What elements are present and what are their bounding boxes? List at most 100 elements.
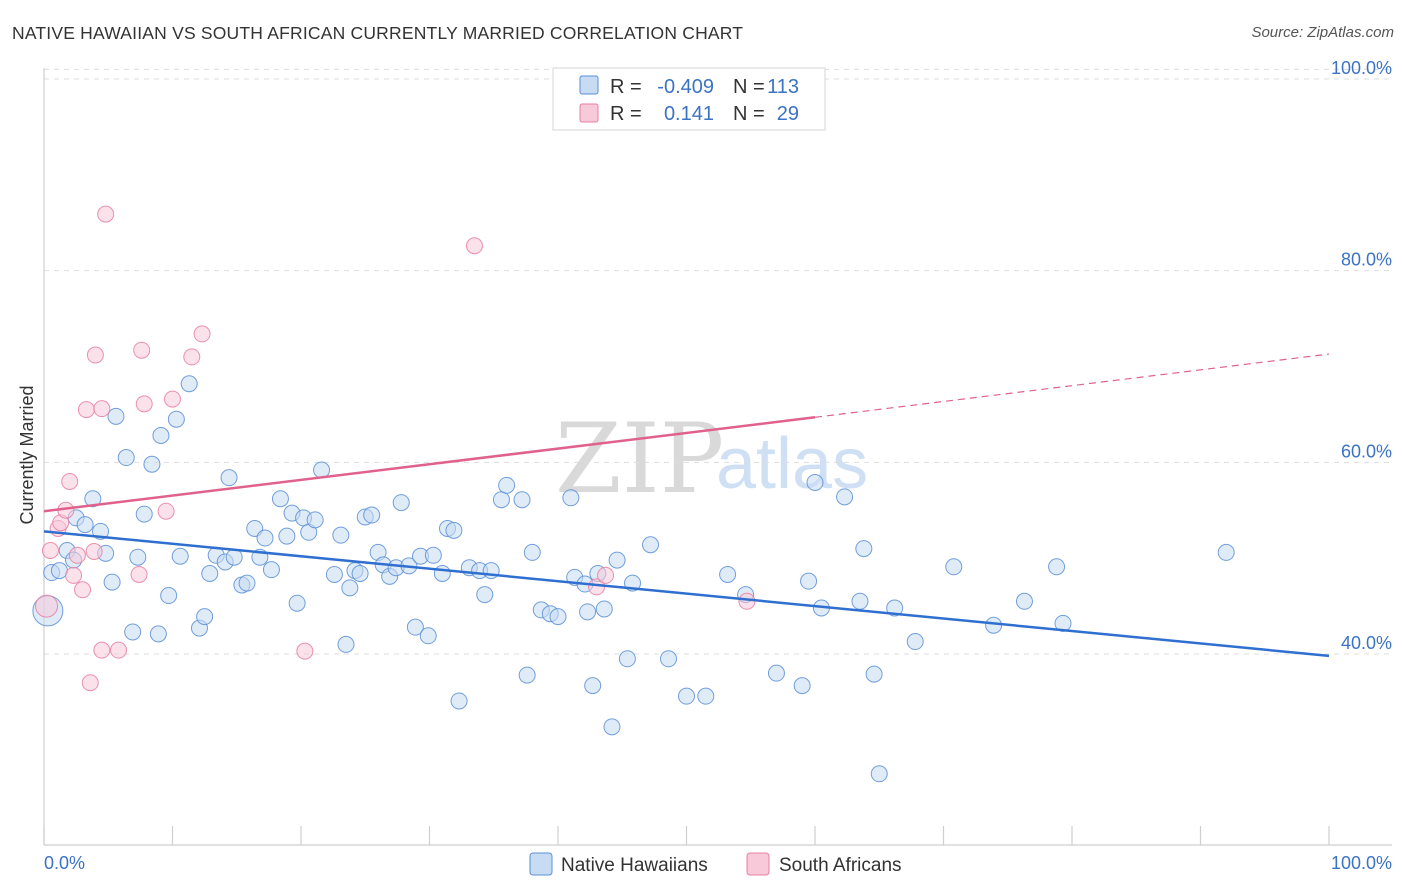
point-south-african <box>133 341 151 359</box>
point-native-hawaiian <box>351 565 369 582</box>
point-native-hawaiian <box>906 633 924 651</box>
point-south-african <box>93 641 111 659</box>
y-tick-label: 40.0% <box>1341 633 1392 653</box>
point-south-african <box>68 546 86 564</box>
point-native-hawaiian <box>238 574 256 592</box>
point-native-hawaiian <box>201 565 219 582</box>
point-native-hawaiian <box>325 565 343 583</box>
stats-legend: R = -0.409 N = 113 R = 0.141 N = 29 <box>552 67 826 131</box>
point-south-african <box>135 395 153 413</box>
point-native-hawaiian <box>160 587 178 605</box>
legend-r-value: 0.141 <box>664 103 714 125</box>
point-south-african <box>157 502 175 520</box>
x-axis-ticks <box>43 826 1330 845</box>
point-native-hawaiian <box>424 546 442 564</box>
point-south-african <box>74 581 92 599</box>
point-native-hawaiian <box>523 543 541 561</box>
point-native-hawaiian <box>433 565 451 582</box>
point-native-hawaiian <box>288 594 306 612</box>
point-south-african <box>110 641 128 659</box>
x-tick-label: 0.0% <box>44 853 85 873</box>
point-native-hawaiian <box>341 579 359 597</box>
trend-line-south-africans-extension <box>814 353 1330 418</box>
point-south-african <box>61 473 79 490</box>
y-axis-tick-labels: 40.0% 60.0% 80.0% 100.0% <box>1331 58 1392 653</box>
legend-n-value: 29 <box>777 103 799 125</box>
point-native-hawaiian <box>220 469 238 487</box>
point-native-hawaiian <box>180 375 198 393</box>
point-native-hawaiian <box>562 489 580 507</box>
point-south-african <box>164 390 181 408</box>
point-south-african <box>35 594 59 618</box>
series-legend: Native Hawaiians South Africans <box>529 852 902 876</box>
point-south-african <box>193 325 211 343</box>
point-native-hawaiian <box>406 618 424 636</box>
point-south-african <box>86 346 104 364</box>
y-tick-label: 60.0% <box>1341 441 1392 461</box>
watermark-zip: ZIP <box>555 403 724 515</box>
point-native-hawaiian <box>851 592 869 610</box>
point-south-african <box>130 565 148 583</box>
series-legend-label-native-hawaiians: Native Hawaiians <box>561 855 708 876</box>
point-native-hawaiian <box>332 526 350 544</box>
point-native-hawaiian <box>870 765 888 783</box>
point-native-hawaiian <box>476 586 494 604</box>
point-native-hawaiian <box>225 548 243 566</box>
point-native-hawaiian <box>117 449 135 467</box>
point-native-hawaiian <box>107 407 125 425</box>
point-native-hawaiian <box>149 625 167 643</box>
legend-r-label: R = <box>610 76 642 98</box>
y-tick-label: 80.0% <box>1341 250 1392 270</box>
point-native-hawaiian <box>196 608 214 626</box>
point-native-hawaiian <box>337 635 355 653</box>
point-native-hawaiian <box>513 491 531 509</box>
point-native-hawaiian <box>271 490 289 508</box>
legend-n-label: N = <box>733 76 765 98</box>
gridlines <box>44 68 1392 655</box>
point-native-hawaiian <box>129 548 147 566</box>
point-native-hawaiian <box>152 427 170 444</box>
point-native-hawaiian <box>595 600 613 618</box>
point-native-hawaiian <box>392 494 410 512</box>
point-native-hawaiian <box>945 558 963 576</box>
point-native-hawaiian <box>76 516 94 534</box>
trend-line-native-hawaiians <box>43 530 1330 658</box>
point-south-african <box>183 348 201 366</box>
point-native-hawaiian <box>806 473 824 491</box>
point-south-african <box>296 642 314 660</box>
point-native-hawaiian <box>678 687 695 705</box>
point-south-african <box>97 205 115 223</box>
point-native-hawaiian <box>549 608 567 626</box>
point-native-hawaiian <box>306 511 324 529</box>
point-native-hawaiian <box>865 665 883 683</box>
legend-n-label: N = <box>733 103 765 125</box>
axes <box>43 68 1392 846</box>
point-native-hawaiian <box>498 476 516 494</box>
point-native-hawaiian <box>492 491 510 509</box>
series-legend-label-south-africans: South Africans <box>779 855 902 876</box>
point-native-hawaiian <box>1048 558 1066 576</box>
x-axis-tick-labels: 0.0% 100.0% <box>44 853 1392 873</box>
point-native-hawaiian <box>767 664 785 682</box>
point-native-hawaiian <box>363 506 381 524</box>
point-native-hawaiian <box>518 666 536 684</box>
point-native-hawaiian <box>584 677 602 695</box>
point-south-african <box>465 237 483 255</box>
legend-r-value: -0.409 <box>657 76 714 98</box>
source-label: Source: ZipAtlas.com <box>1251 24 1394 41</box>
series-legend-swatch-south-africans <box>746 852 770 876</box>
point-south-african <box>41 542 59 559</box>
chart-title: NATIVE HAWAIIAN VS SOUTH AFRICAN CURRENT… <box>12 23 744 43</box>
point-south-african <box>65 566 83 584</box>
point-native-hawaiian <box>50 562 68 580</box>
trend-lines <box>43 353 1330 658</box>
point-native-hawaiian <box>103 573 121 591</box>
point-native-hawaiian <box>579 603 597 621</box>
y-axis-title: Currently Married <box>17 385 37 524</box>
series-legend-swatch-native-hawaiians <box>529 852 553 876</box>
point-native-hawaiian <box>167 410 185 428</box>
point-south-african <box>81 674 99 692</box>
point-south-african <box>93 400 111 418</box>
point-native-hawaiian <box>793 677 811 695</box>
